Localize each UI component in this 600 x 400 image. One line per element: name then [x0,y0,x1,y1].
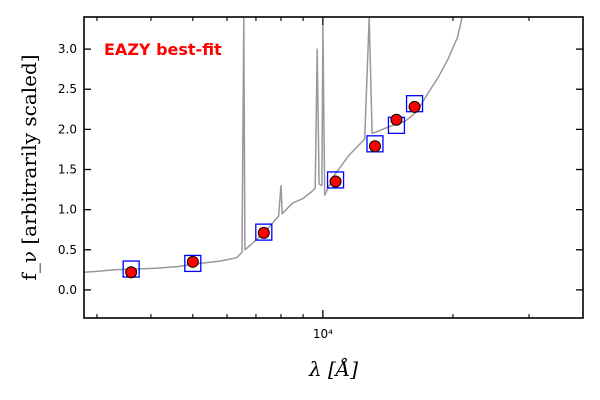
y-tick-label: 3.0 [58,42,77,56]
data-layer [84,17,463,279]
observed-flux-point [368,140,381,153]
plot-area [84,17,463,279]
y-tick-label: 1.5 [58,163,77,177]
y-tick-label: 1.0 [58,203,77,217]
model-flux-marker [184,254,202,273]
chart-annotation: EAZY best-fit [104,40,222,59]
y-tick-label: 0.5 [58,243,77,257]
x-tick-label: 10⁴ [313,327,333,341]
x-axis-label-text: λ [Å] [308,356,358,381]
model-flux-marker [255,223,273,241]
axes-box [83,16,584,319]
y-tick-label: 0.0 [58,283,77,297]
observed-flux-point [408,100,421,113]
model-flux-marker [326,171,345,189]
observed-flux-point [257,226,270,239]
observed-flux-point [125,266,138,279]
y-tick-label: 2.5 [58,82,77,96]
y-axis-label: f_ν [arbitrarily scaled] [17,54,41,280]
y-tick-label: 2.0 [58,122,77,136]
observed-flux-point [390,113,403,126]
x-axis-label: λ [Å] [308,356,358,381]
observed-flux-point [186,255,199,268]
axes-frame: 0.0 0.5 1.0 1.5 2.0 2.5 3.0 10⁴ [58,16,584,341]
observed-flux-point [329,175,342,188]
y-axis-label-text: f_ν [arbitrarily scaled] [17,54,41,280]
